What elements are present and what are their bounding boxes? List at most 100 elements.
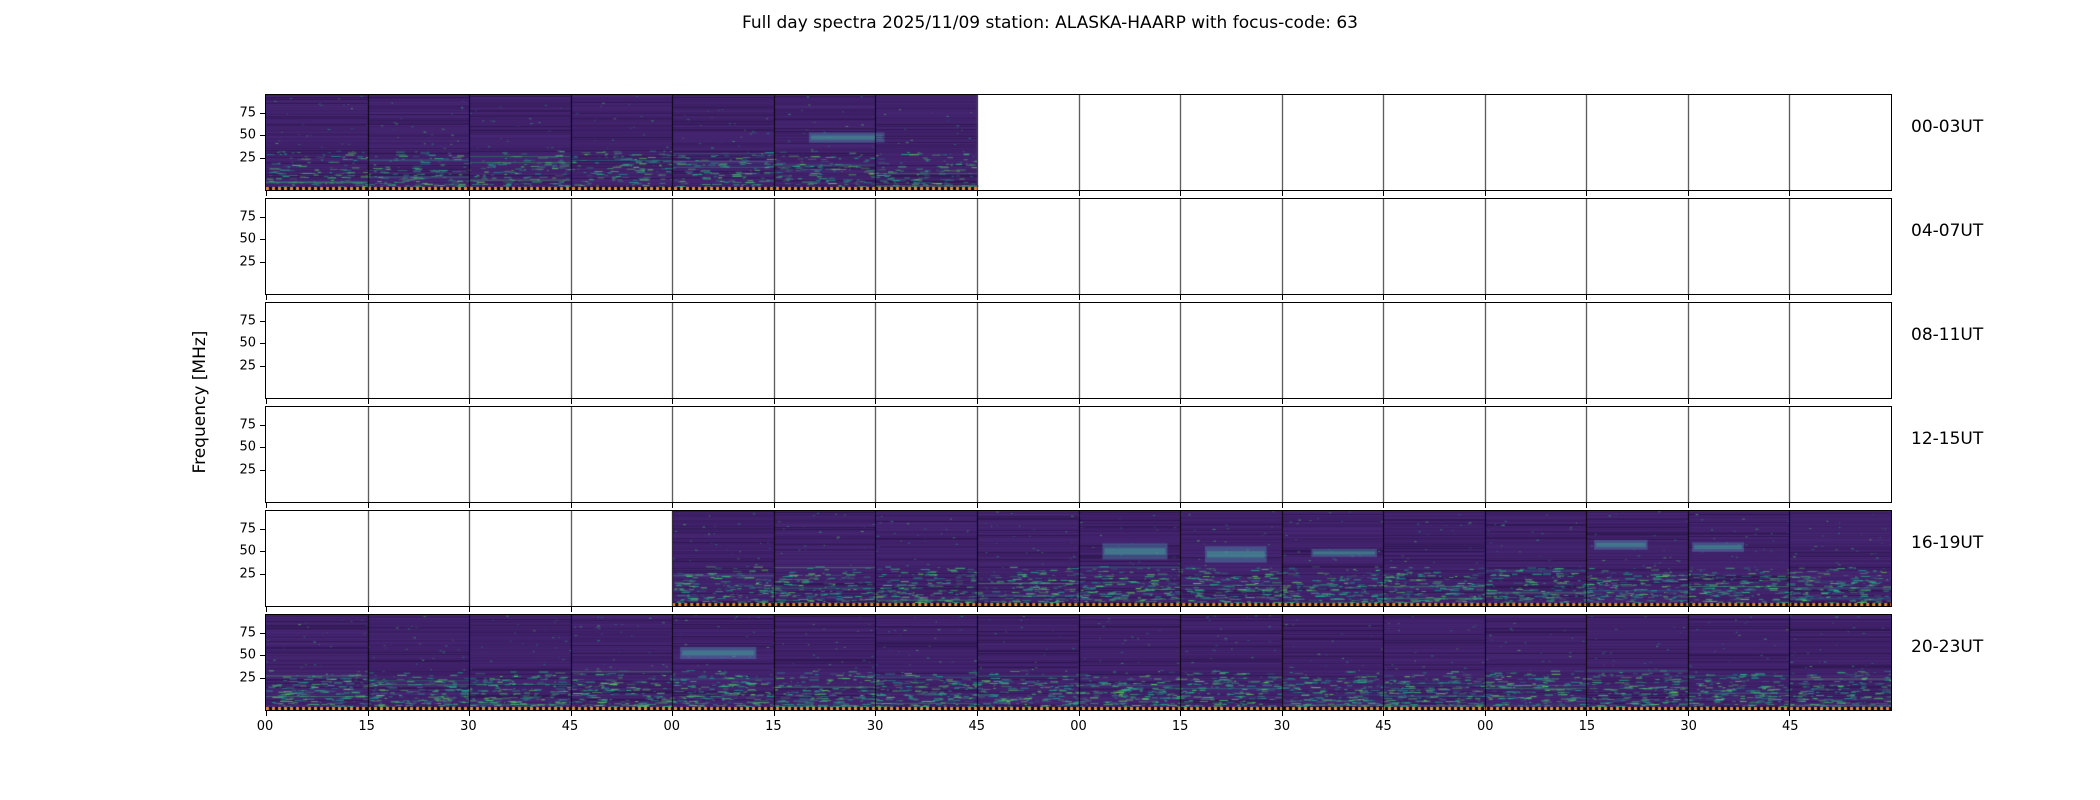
x-tick-mark [367,294,369,300]
x-tick-mark [1180,606,1182,612]
x-tick-mark [976,294,978,300]
spectrogram-canvas [266,303,1891,398]
x-tick-mark [1383,606,1385,612]
x-tick-mark [1180,294,1182,300]
x-tick-mark [773,710,775,716]
x-tick-mark [1180,190,1182,196]
x-tick-mark [1586,606,1588,612]
x-tick-mark [672,190,674,196]
x-tick-mark [266,398,267,404]
x-tick-mark [773,502,775,508]
x-axis-tick-labels: 00 15 30 45 00 15 30 45 00 15 30 45 00 15 30 45 [257,719,1892,739]
y-tick-mark [260,469,266,471]
x-tick-mark [1687,710,1689,716]
x-tick-mark [266,502,267,508]
y-tick-mark [260,551,266,553]
x-tick-mark [266,710,267,716]
x-tick-mark [367,502,369,508]
y-tick-label: 75 [239,313,256,329]
x-tick-mark [1586,190,1588,196]
x-tick-mark [1180,398,1182,404]
x-tick-label: 15 [1171,719,1189,734]
x-tick-mark [1789,294,1791,300]
y-tick-label: 75 [239,521,256,537]
x-tick-mark [1484,190,1486,196]
x-tick-mark [1484,606,1486,612]
x-tick-mark [773,606,775,612]
y-tick-mark [260,157,266,159]
y-tick-label: 75 [239,417,256,433]
y-axis-label: Frequency [MHz] [190,330,210,474]
x-tick-mark [1484,294,1486,300]
x-tick-mark [1078,190,1080,196]
x-tick-mark [672,606,674,612]
x-tick-mark [1789,502,1791,508]
y-tick-mark [260,365,266,367]
y-tick-mark [260,529,266,531]
x-tick-mark [1281,502,1283,508]
y-tick-mark [260,633,266,635]
x-tick-mark [1281,710,1283,716]
x-tick-mark [1789,710,1791,716]
spectrogram-row: 75 50 25 16-19UT [239,510,1983,612]
x-tick-mark [469,190,471,196]
spectrogram-row: 75 50 25 08-11UT [239,302,1983,404]
x-tick-mark [570,710,572,716]
row-time-label: 20-23UT [1911,637,1984,658]
y-tick-label: 75 [239,625,256,641]
y-tick-label: 50 [239,231,256,247]
x-tick-label: 30 [460,719,477,734]
x-tick-mark [672,398,674,404]
x-tick-mark [672,502,674,508]
y-tick-label: 50 [239,127,256,143]
x-tick-mark [773,294,775,300]
x-tick-mark [1789,606,1791,612]
x-tick-label: 45 [1375,719,1392,734]
x-tick-mark [1687,190,1689,196]
x-tick-mark [773,190,775,196]
x-tick-mark [1383,190,1385,196]
x-tick-mark [875,190,877,196]
x-tick-mark [976,710,978,716]
spectrogram-row: 75 50 25 04-07UT [239,198,1983,300]
y-tick-label: 25 [239,150,256,166]
x-tick-mark [1687,294,1689,300]
x-tick-mark [875,606,877,612]
x-tick-mark [367,190,369,196]
y-tick-mark [260,343,266,345]
x-tick-mark [367,710,369,716]
x-tick-mark [1687,606,1689,612]
x-tick-mark [672,294,674,300]
y-tick-label: 50 [239,543,256,559]
x-tick-mark [469,502,471,508]
x-tick-mark [1281,398,1283,404]
x-tick-mark [875,398,877,404]
x-tick-mark [976,398,978,404]
row-time-label: 16-19UT [1911,533,1984,554]
x-tick-mark [875,502,877,508]
x-tick-mark [266,190,267,196]
x-tick-mark [1281,190,1283,196]
x-tick-label: 00 [256,719,274,734]
x-tick-mark [1078,294,1080,300]
x-tick-mark [570,606,572,612]
x-tick-mark [1383,710,1385,716]
x-tick-mark [367,398,369,404]
y-tick-label: 75 [239,209,256,225]
y-tick-label: 50 [239,647,256,663]
spectrogram-canvas [266,95,1891,190]
x-tick-mark [1789,190,1791,196]
x-tick-mark [1789,398,1791,404]
spectrogram-canvas [266,199,1891,294]
x-tick-mark [875,294,877,300]
figure-title: Full day spectra 2025/11/09 station: ALA… [742,13,1358,33]
x-tick-mark [570,398,572,404]
x-tick-mark [1687,502,1689,508]
y-tick-label: 25 [239,462,256,478]
y-tick-label: 25 [239,254,256,270]
x-tick-mark [1586,502,1588,508]
y-tick-mark [260,321,266,323]
x-tick-mark [976,502,978,508]
plot-area: 75 50 25 00-03UT 75 50 25 04-07UT 75 50 25 08-… [239,94,1983,716]
y-tick-mark [260,677,266,679]
